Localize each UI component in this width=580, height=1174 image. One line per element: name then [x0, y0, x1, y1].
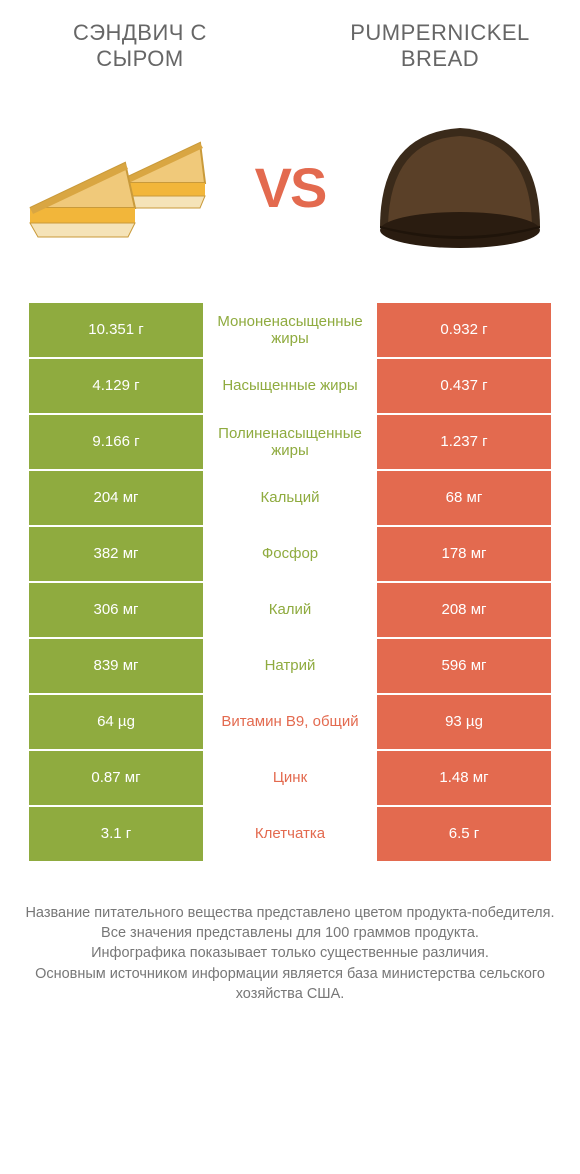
table-row: 382 мгФосфор178 мг — [29, 527, 551, 583]
left-value-cell: 382 мг — [29, 527, 203, 581]
left-value-cell: 839 мг — [29, 639, 203, 693]
right-value-cell: 1.48 мг — [377, 751, 551, 805]
left-value-cell: 9.166 г — [29, 415, 203, 469]
nutrient-name-cell: Витамин B9, общий — [203, 695, 377, 749]
left-value-cell: 204 мг — [29, 471, 203, 525]
table-row: 306 мгКалий208 мг — [29, 583, 551, 639]
table-row: 10.351 гМононенасыщенные жиры0.932 г — [29, 303, 551, 359]
right-value-cell: 178 мг — [377, 527, 551, 581]
right-value-cell: 93 µg — [377, 695, 551, 749]
nutrient-name-cell: Цинк — [203, 751, 377, 805]
left-value-cell: 306 мг — [29, 583, 203, 637]
footer-notes: Название питательного вещества представл… — [0, 863, 580, 1004]
right-value-cell: 208 мг — [377, 583, 551, 637]
left-value-cell: 4.129 г — [29, 359, 203, 413]
table-row: 9.166 гПолиненасыщенные жиры1.237 г — [29, 415, 551, 471]
footer-line: Название питательного вещества представл… — [20, 903, 560, 923]
nutrient-name-cell: Мононенасыщенные жиры — [203, 303, 377, 357]
footer-line: Основным источником информации является … — [20, 964, 560, 1005]
sandwich-image — [20, 118, 220, 258]
nutrient-name-cell: Кальций — [203, 471, 377, 525]
nutrient-name-cell: Калий — [203, 583, 377, 637]
table-row: 64 µgВитамин B9, общий93 µg — [29, 695, 551, 751]
footer-line: Инфографика показывает только существенн… — [20, 943, 560, 963]
right-value-cell: 6.5 г — [377, 807, 551, 861]
table-row: 204 мгКальций68 мг — [29, 471, 551, 527]
nutrient-name-cell: Натрий — [203, 639, 377, 693]
nutrient-name-cell: Насыщенные жиры — [203, 359, 377, 413]
right-value-cell: 68 мг — [377, 471, 551, 525]
nutrient-name-cell: Полиненасыщенные жиры — [203, 415, 377, 469]
left-value-cell: 3.1 г — [29, 807, 203, 861]
right-product-title: PUMPERNICKEL BREAD — [330, 20, 550, 73]
table-row: 0.87 мгЦинк1.48 мг — [29, 751, 551, 807]
left-value-cell: 10.351 г — [29, 303, 203, 357]
footer-line: Все значения представлены для 100 граммо… — [20, 923, 560, 943]
table-row: 3.1 гКлетчатка6.5 г — [29, 807, 551, 863]
left-value-cell: 64 µg — [29, 695, 203, 749]
nutrient-name-cell: Фосфор — [203, 527, 377, 581]
left-product-title: СЭНДВИЧ С СЫРОМ — [30, 20, 250, 73]
table-row: 839 мгНатрий596 мг — [29, 639, 551, 695]
right-value-cell: 0.437 г — [377, 359, 551, 413]
left-value-cell: 0.87 мг — [29, 751, 203, 805]
right-value-cell: 596 мг — [377, 639, 551, 693]
right-value-cell: 1.237 г — [377, 415, 551, 469]
nutrient-name-cell: Клетчатка — [203, 807, 377, 861]
table-row: 4.129 гНасыщенные жиры0.437 г — [29, 359, 551, 415]
right-value-cell: 0.932 г — [377, 303, 551, 357]
header: СЭНДВИЧ С СЫРОМ PUMPERNICKEL BREAD — [0, 0, 580, 83]
vs-label: VS — [255, 155, 326, 220]
bread-image — [360, 118, 560, 258]
images-row: VS — [0, 83, 580, 303]
nutrient-table: 10.351 гМононенасыщенные жиры0.932 г4.12… — [29, 303, 551, 863]
